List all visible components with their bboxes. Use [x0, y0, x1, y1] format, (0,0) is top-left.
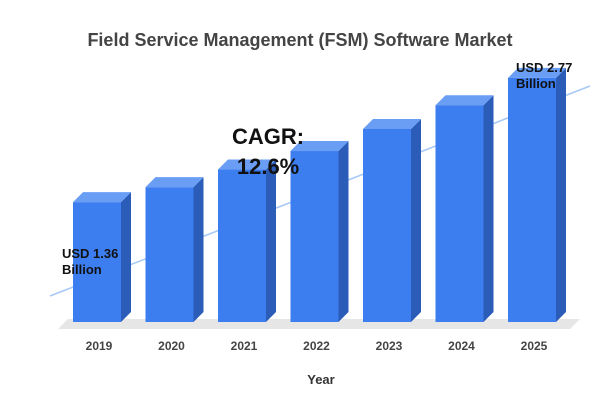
x-tick-label-2021: 2021	[231, 339, 258, 353]
bar-side-2020	[193, 177, 204, 322]
bar-2022	[290, 151, 339, 322]
bar-top-2024	[435, 95, 494, 106]
bar-top-2025	[508, 67, 566, 78]
cagr-label: CAGR:	[232, 124, 305, 149]
bar-2024	[435, 105, 484, 323]
bar-2019	[73, 202, 121, 322]
x-tick-label-2023: 2023	[376, 339, 403, 353]
x-tick-label-2025: 2025	[521, 339, 548, 353]
bar-top-2021	[218, 159, 276, 170]
cagr-value: 12.6%	[236, 153, 300, 179]
x-axis-title: Year	[307, 372, 335, 387]
bar-top-2019	[73, 192, 131, 203]
bar-top-2022	[290, 141, 349, 152]
bar-side-2025	[556, 67, 566, 322]
start-value-line2: Billion	[62, 261, 102, 277]
bar-2025	[508, 77, 556, 322]
x-tick-label-2024: 2024	[448, 339, 475, 353]
cagr-annotation: CAGR: 12.6%	[232, 122, 304, 181]
bar-side-2021	[266, 159, 276, 322]
bar-side-2022	[338, 141, 349, 322]
bar-2020	[145, 187, 194, 322]
bar-top-2023	[363, 119, 421, 130]
bar-top-2020	[145, 177, 204, 188]
x-tick-label-2020: 2020	[158, 339, 185, 353]
end-value-line1: USD 2.77	[516, 60, 573, 75]
x-tick-label-2022: 2022	[303, 339, 330, 353]
end-value-line2: Billion	[516, 75, 556, 91]
bar-2023	[363, 129, 411, 322]
start-value-annotation: USD 1.36 Billion	[62, 246, 118, 277]
chart-title: Field Service Management (FSM) Software …	[87, 30, 513, 50]
bar-side-2024	[483, 95, 494, 323]
bar-side-2019	[121, 192, 131, 322]
bar-side-2023	[411, 119, 421, 322]
x-tick-label-2019: 2019	[86, 339, 113, 353]
start-value-line1: USD 1.36	[62, 246, 119, 261]
bar-2021	[218, 169, 266, 322]
end-value-annotation: USD 2.77 Billion	[516, 60, 572, 91]
